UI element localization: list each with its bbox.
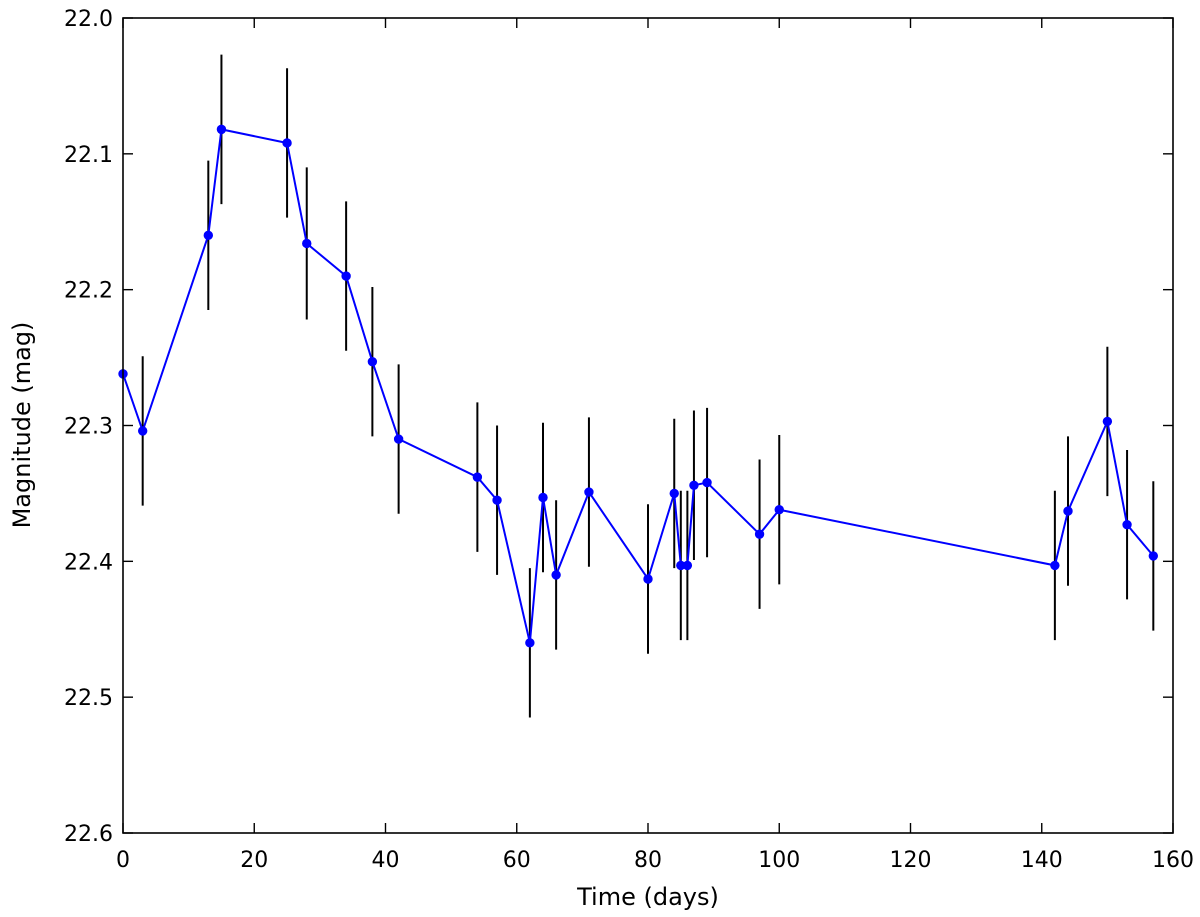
data-point: [669, 488, 679, 499]
data-point: [525, 638, 535, 648]
data-point: [393, 434, 404, 444]
data-point: [689, 480, 699, 490]
errorbar-group: [141, 54, 1155, 718]
plot-frame: [122, 17, 1174, 834]
data-point: [1148, 551, 1159, 561]
y-tick-label: 22.4: [64, 550, 113, 575]
x-tick-label: 40: [372, 848, 400, 873]
data-point: [282, 138, 292, 148]
data-point: [1063, 506, 1073, 516]
data-point: [216, 124, 227, 135]
x-tick-label: 160: [1152, 848, 1194, 873]
data-point: [492, 495, 502, 505]
data-point: [302, 238, 312, 249]
data-point: [367, 356, 378, 367]
x-tick-label: 0: [116, 848, 130, 873]
data-point: [551, 570, 561, 580]
data-point-group: [118, 124, 1159, 648]
x-tick-label: 80: [634, 848, 662, 873]
data-point: [682, 560, 693, 571]
data-point: [472, 472, 483, 482]
data-point: [1050, 560, 1060, 571]
y-tick-label: 22.5: [64, 686, 113, 711]
y-tick-label: 22.0: [64, 7, 113, 32]
y-axis-label: Magnitude (mag): [8, 322, 36, 529]
data-point: [774, 505, 784, 515]
data-point: [584, 487, 594, 497]
y-tick-label: 22.6: [64, 822, 113, 847]
y-tick-label: 22.2: [64, 279, 113, 304]
x-tick-label: 140: [1021, 848, 1063, 873]
data-point: [538, 492, 548, 503]
tick-label-group: 0 20 40 60 80 100 120 140 160 22.0 22.1 22.2 22.3 22.…: [64, 7, 1194, 873]
series-line-group: [122, 128, 1155, 644]
data-point: [1122, 519, 1132, 530]
data-point: [341, 271, 351, 281]
data-point: [1102, 416, 1113, 427]
tick-group: [122, 17, 1174, 834]
x-tick-label: 120: [890, 848, 932, 873]
data-point: [702, 477, 712, 488]
series-line: [122, 128, 1155, 644]
x-tick-label: 60: [503, 848, 531, 873]
data-point: [643, 574, 653, 584]
data-point: [754, 529, 765, 539]
x-tick-label: 100: [758, 848, 800, 873]
data-point: [137, 426, 148, 436]
y-tick-label: 22.1: [64, 143, 113, 168]
x-tick-label: 20: [240, 848, 268, 873]
y-tick-label: 22.3: [64, 415, 113, 440]
data-point: [203, 230, 214, 241]
x-axis-label: Time (days): [576, 883, 719, 911]
